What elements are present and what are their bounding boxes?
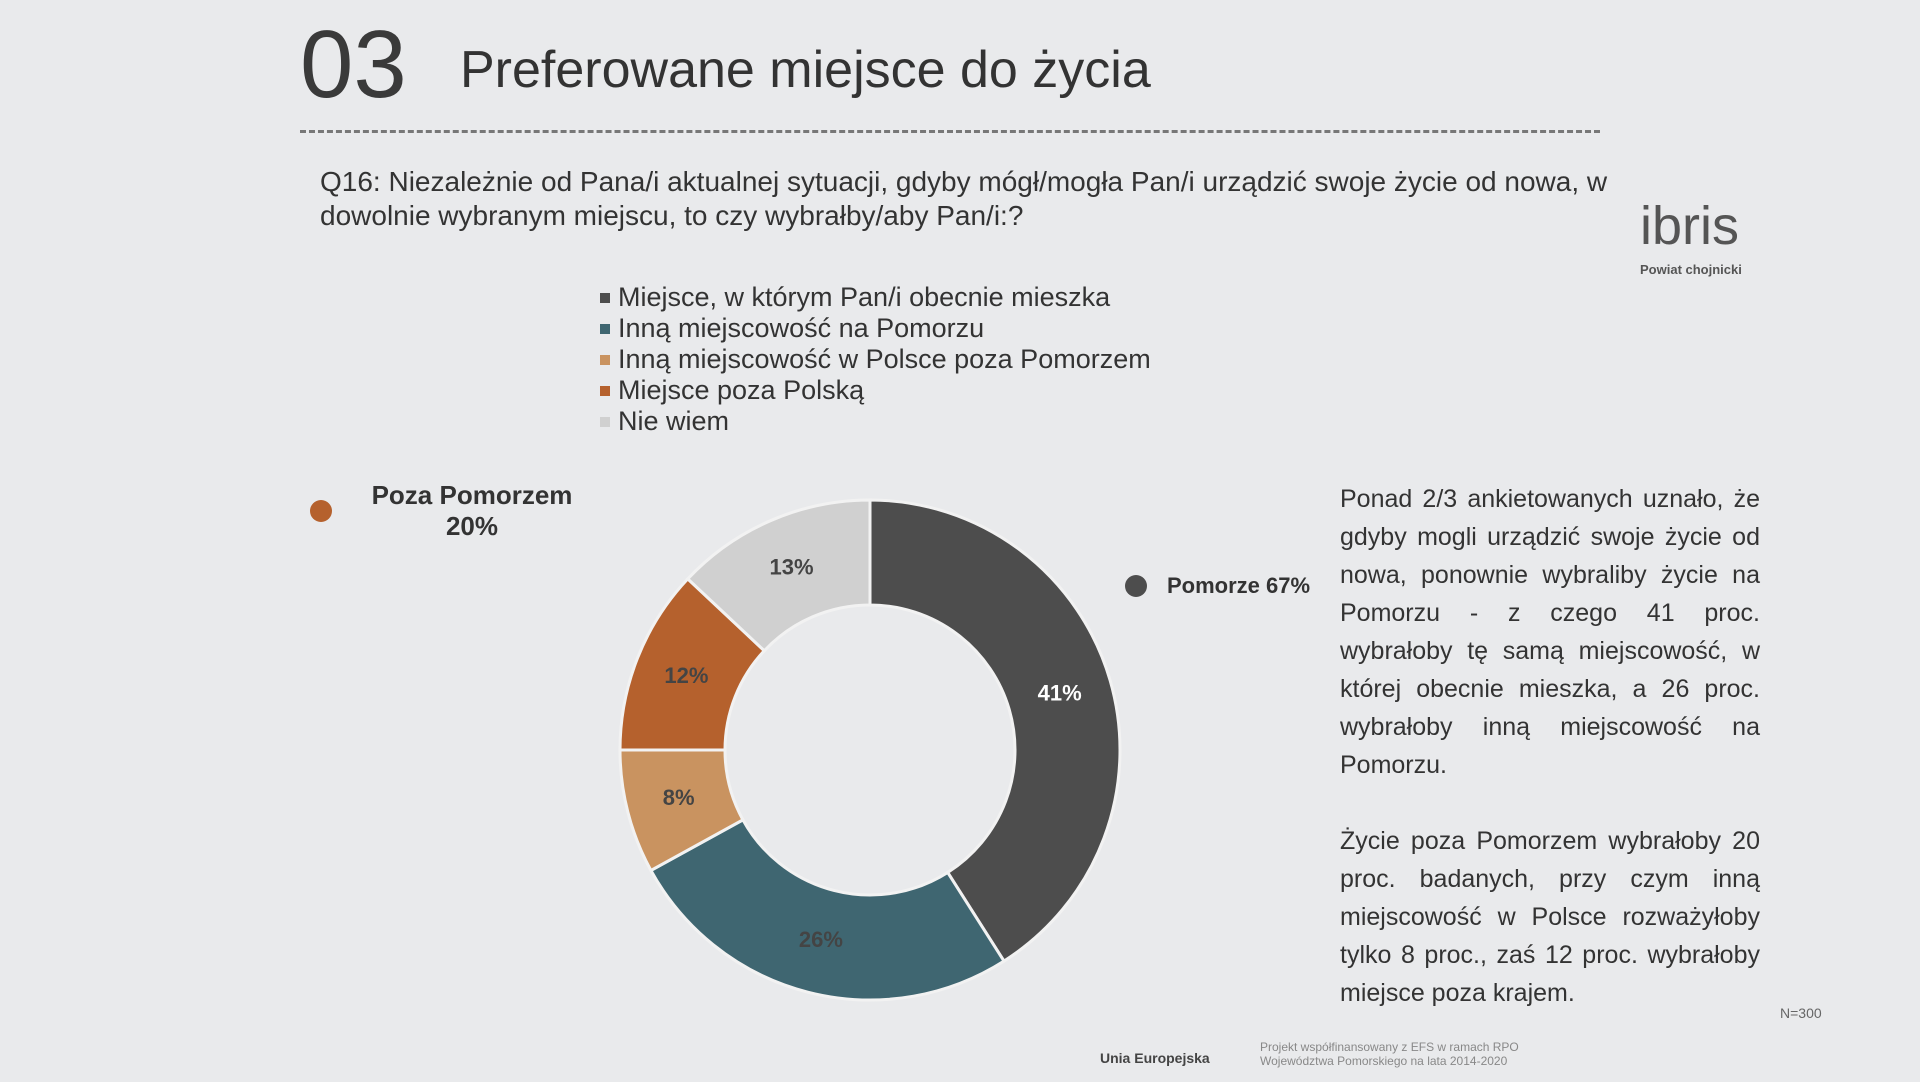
legend-label: Miejsce, w którym Pan/i obecnie mieszka [618, 282, 1111, 312]
legend-item: Miejsce, w którym Pan/i obecnie mieszka [600, 282, 1151, 313]
footer-project: Projekt współfinansowany z EFS w ramach … [1260, 1040, 1519, 1068]
legend-swatch [600, 385, 610, 396]
annotation: Pomorze 67% [1125, 573, 1310, 599]
slide-title: Preferowane miejsce do życia [460, 41, 1151, 99]
question: Q16: Niezależnie od Pana/i aktualnej syt… [320, 166, 1608, 231]
logo: ibris [1640, 196, 1740, 256]
donut-slice [648, 817, 1007, 1002]
donut-slice [685, 498, 872, 653]
legend-swatch [600, 416, 610, 427]
annotation-text: Poza Pomorzem 20% [371, 480, 573, 541]
paragraph: Życie poza Pomorzem wybrałoby 20 proc. b… [1340, 827, 1760, 1007]
legend-swatch [600, 354, 610, 365]
annotation: Poza Pomorzem 20% [310, 480, 640, 542]
legend-item: Miejsce poza Polską [600, 375, 1151, 406]
sample-size: N=300 [1780, 1005, 1822, 1021]
legend-label: Inną miejscowość na Pomorzu [618, 313, 985, 343]
annotation-dot [310, 500, 332, 522]
legend-swatch [600, 292, 610, 303]
footer-eu: Unia Europejska [1100, 1050, 1210, 1066]
legend-swatch [600, 323, 610, 334]
paragraph: Ponad 2/3 ankietowanych uznało, że gdyby… [1340, 485, 1760, 779]
slide-number: 03 [300, 11, 407, 118]
legend-label: Inną miejscowość w Polsce poza Pomorzem [618, 344, 1151, 374]
divider [300, 130, 1600, 133]
legend-item: Inną miejscowość na Pomorzu [600, 313, 1151, 344]
data-label: 13% [770, 555, 814, 580]
region: Powiat chojnicki [1640, 262, 1742, 277]
data-label: 41% [1038, 681, 1082, 706]
data-label: 26% [799, 927, 843, 952]
data-label: 12% [664, 663, 708, 688]
legend-item: Inną miejscowość w Polsce poza Pomorzem [600, 344, 1151, 375]
legend-item: Nie wiem [600, 406, 1151, 437]
data-label: 8% [663, 785, 695, 810]
commentary: Ponad 2/3 ankietowanych uznało, że gdyby… [1340, 480, 1760, 1050]
annotation-dot [1125, 575, 1147, 597]
annotation-text: Pomorze 67% [1167, 573, 1311, 598]
legend-label: Nie wiem [618, 406, 730, 436]
legend: Miejsce, w którym Pan/i obecnie mieszka I… [600, 282, 1151, 437]
legend-label: Miejsce poza Polską [618, 375, 865, 405]
donut-slice [868, 498, 1122, 964]
